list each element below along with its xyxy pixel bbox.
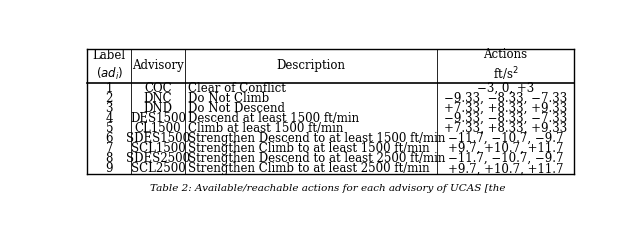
Text: DNC: DNC [143, 92, 172, 105]
Text: 1: 1 [106, 82, 113, 95]
Text: SDES2500: SDES2500 [126, 152, 190, 165]
Text: DES1500: DES1500 [130, 112, 186, 125]
Text: −9.33, −8.33, −7.33: −9.33, −8.33, −7.33 [444, 112, 567, 125]
Text: Clear of Conflict: Clear of Conflict [188, 82, 285, 95]
Text: Climb at least 1500 ft/min: Climb at least 1500 ft/min [188, 122, 343, 135]
Text: COC: COC [144, 82, 172, 95]
Text: Strengthen Descend to at least 1500 ft/min: Strengthen Descend to at least 1500 ft/m… [188, 132, 445, 145]
Text: −9.33, −8.33, −7.33: −9.33, −8.33, −7.33 [444, 92, 567, 105]
Text: DND: DND [143, 102, 172, 115]
Text: +7.33, +8.33, +9.33: +7.33, +8.33, +9.33 [444, 122, 567, 135]
Text: SCL1500: SCL1500 [131, 142, 186, 155]
Text: 2: 2 [106, 92, 113, 105]
Text: 9: 9 [106, 162, 113, 175]
Text: 4: 4 [106, 112, 113, 125]
Text: Do Not Descend: Do Not Descend [188, 102, 285, 115]
Text: −11.7, −10.7, −9.7: −11.7, −10.7, −9.7 [448, 132, 563, 145]
Text: +7.33, +8.33, +9.33: +7.33, +8.33, +9.33 [444, 102, 567, 115]
Text: Actions
ft/s$^2$: Actions ft/s$^2$ [483, 49, 527, 83]
Text: 8: 8 [106, 152, 113, 165]
Text: 5: 5 [106, 122, 113, 135]
Text: Strengthen Climb to at least 1500 ft/min: Strengthen Climb to at least 1500 ft/min [188, 142, 429, 155]
Text: Label
$(ad_i)$: Label $(ad_i)$ [93, 49, 126, 82]
Text: −3, 0, +3: −3, 0, +3 [477, 82, 534, 95]
Text: −11.7, −10.7, −9.7: −11.7, −10.7, −9.7 [448, 152, 563, 165]
Text: 3: 3 [106, 102, 113, 115]
Text: Descend at least 1500 ft/min: Descend at least 1500 ft/min [188, 112, 359, 125]
Text: Advisory: Advisory [132, 59, 184, 72]
Text: SCL2500: SCL2500 [131, 162, 186, 175]
Text: Description: Description [276, 59, 346, 72]
Text: +9.7, +10.7, +11.7: +9.7, +10.7, +11.7 [448, 142, 563, 155]
Text: Strengthen Descend to at least 2500 ft/min: Strengthen Descend to at least 2500 ft/m… [188, 152, 445, 165]
Text: Table 2: Available/reachable actions for each advisory of UCAS [the: Table 2: Available/reachable actions for… [150, 184, 506, 194]
Text: Strengthen Climb to at least 2500 ft/min: Strengthen Climb to at least 2500 ft/min [188, 162, 429, 175]
Text: CL1500: CL1500 [134, 122, 181, 135]
Text: +9.7, +10.7, +11.7: +9.7, +10.7, +11.7 [448, 162, 563, 175]
Text: SDES1500: SDES1500 [126, 132, 190, 145]
Text: Do Not Climb: Do Not Climb [188, 92, 269, 105]
Text: 7: 7 [106, 142, 113, 155]
Text: 6: 6 [106, 132, 113, 145]
